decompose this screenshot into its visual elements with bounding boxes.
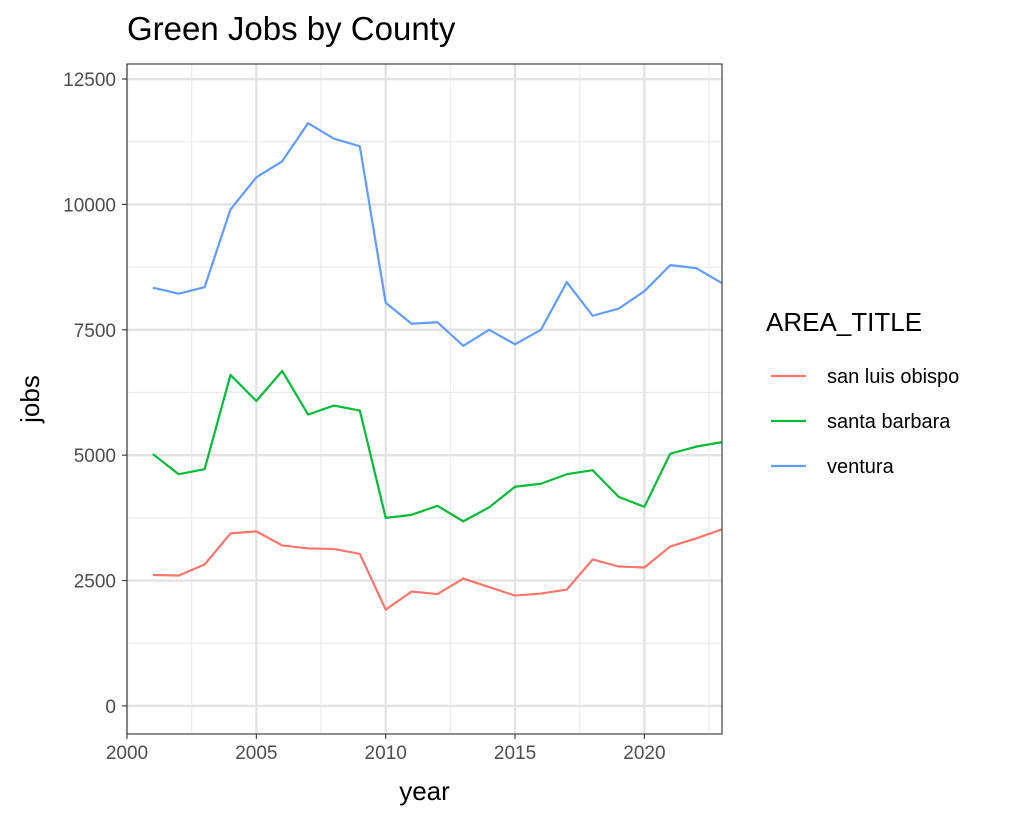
legend-title: AREA_TITLE (766, 307, 922, 337)
legend: san luis obispo santa barbara ventura (771, 366, 959, 478)
x-axis: 2000 2005 2010 2015 2020 (106, 734, 666, 764)
plot-panel (127, 64, 722, 734)
y-axis-title: jobs (15, 375, 45, 424)
series-line-san-luis-obispo (152, 528, 723, 611)
y-tick-label: 2500 (74, 572, 116, 593)
series-line-santa-barbara (152, 369, 723, 523)
series-line-ventura (152, 122, 723, 347)
x-axis-title: year (399, 776, 450, 806)
x-tick-label: 2010 (365, 743, 407, 764)
y-tick-label: 7500 (74, 321, 116, 342)
y-tick-label: 10000 (63, 195, 116, 216)
legend-label-ventura: ventura (827, 456, 895, 478)
legend-label-santa-barbara: santa barbara (827, 411, 951, 433)
y-axis: 0 2500 5000 7500 10000 12500 (63, 70, 127, 718)
plot-border (126, 63, 723, 735)
x-tick-label: 2000 (106, 743, 148, 764)
series-lines (152, 122, 723, 611)
x-tick-label: 2005 (235, 743, 277, 764)
legend-label-san-luis-obispo: san luis obispo (827, 366, 959, 388)
y-tick-label: 0 (105, 697, 116, 718)
x-tick-label: 2015 (494, 743, 536, 764)
x-tick-label: 2020 (623, 743, 665, 764)
y-tick-label: 5000 (74, 446, 116, 467)
chart-title: Green Jobs by County (127, 10, 456, 47)
y-tick-label: 12500 (63, 70, 116, 91)
minor-gridlines (127, 64, 722, 734)
